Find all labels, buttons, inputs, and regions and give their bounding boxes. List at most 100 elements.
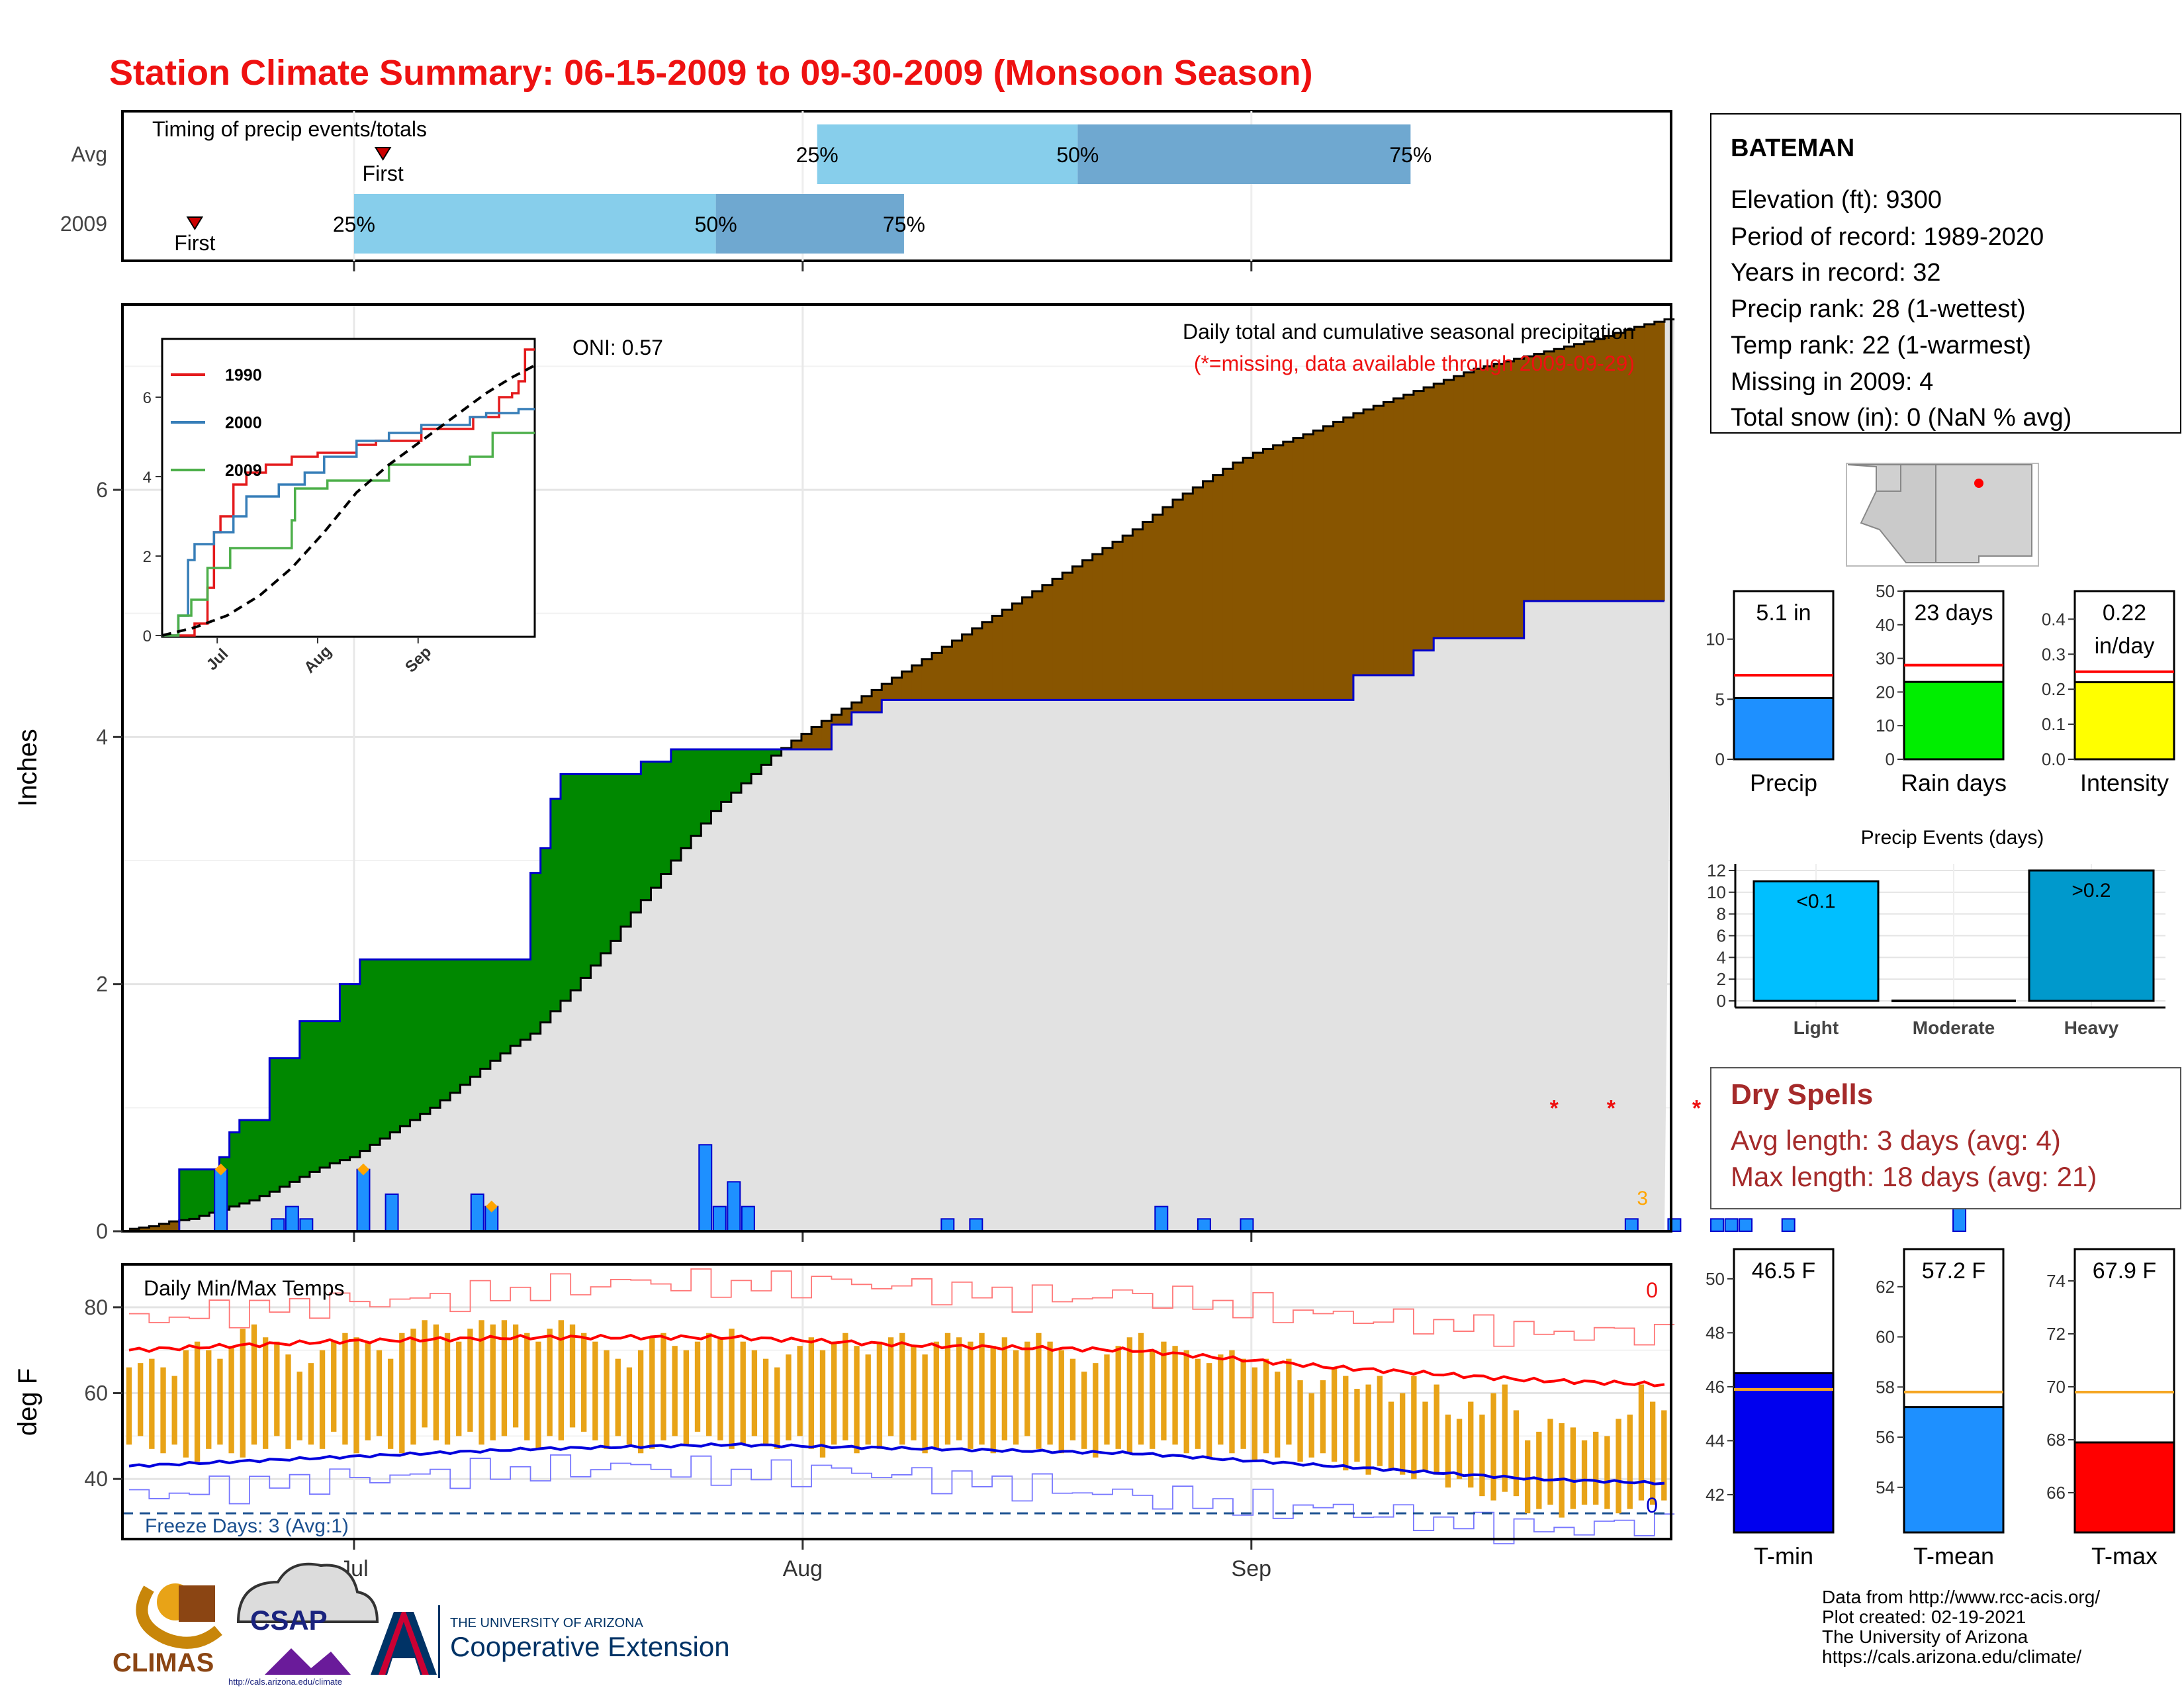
daily-temp-range-42 (604, 1350, 610, 1449)
tmean-gauge-tick-label-2: 58 (1876, 1377, 1895, 1397)
tmean-gauge-label: T-mean (1913, 1542, 1994, 1570)
deficit-band (1373, 406, 1385, 675)
daily-temp-range-134 (1649, 1401, 1656, 1505)
daily-temp-range-105 (1320, 1380, 1326, 1454)
month-axis-labels: Jul Aug Sep (340, 1556, 1271, 1581)
daily-temp-range-29 (456, 1341, 462, 1436)
events-label-moderate: Moderate (1913, 1017, 1995, 1038)
deficit-band (1453, 376, 1465, 638)
daily-temp-range-112 (1400, 1393, 1406, 1475)
events-label-light: Light (1794, 1017, 1839, 1038)
intensity-gauge-value-0: 0.22 (2103, 600, 2146, 626)
daily-temp-range-87 (1115, 1346, 1121, 1449)
daily-temp-range-21 (365, 1341, 371, 1440)
daily-temp-range-31 (478, 1320, 484, 1445)
daily-temp-range-56 (762, 1358, 769, 1445)
deficit-band (942, 647, 952, 700)
tmax-gauge-tick-label-4: 74 (2046, 1271, 2066, 1291)
deficit-band (1172, 499, 1183, 700)
surplus-band (670, 749, 682, 861)
daily-temp-range-1 (138, 1363, 144, 1436)
daily-temp-range-53 (729, 1329, 735, 1449)
deficit-band (1584, 342, 1595, 601)
chart-title: Station Climate Summary: 06-15-2009 to 0… (109, 53, 1313, 93)
timing-row-avg-label: Avg (71, 142, 107, 166)
deficit-band (1594, 339, 1605, 601)
deficit-band (1002, 610, 1013, 700)
month-label-2: Sep (1232, 1556, 1272, 1581)
temp-panel: 40 60 80 deg F Daily Min/Max Temps Freeze … (13, 1263, 1675, 1581)
surplus-band (741, 749, 752, 784)
daily-temp-range-65 (865, 1354, 871, 1445)
precip-gauge-label: Precip (1750, 769, 1817, 796)
surplus-band (369, 959, 381, 1145)
daily-temp-range-3 (160, 1367, 166, 1454)
avg-cumulative-line (129, 318, 1675, 1230)
daily-temp-range-70 (922, 1354, 928, 1454)
surplus-band (701, 749, 712, 823)
rain-days-gauge: 0 10 20 30 40 50 23 days Rain days (1876, 581, 2007, 796)
daily-precip-bar-14 (1154, 1205, 1169, 1232)
daily-temp-range-125 (1547, 1419, 1553, 1505)
deficit-band (1283, 442, 1294, 700)
csap-cloud (236, 1562, 379, 1623)
daily-precip-bar-20 (1724, 1218, 1739, 1233)
daily-temp-range-114 (1422, 1401, 1428, 1471)
surplus-band (680, 749, 692, 849)
deficit-band (1022, 597, 1033, 700)
avg-tmin-line (128, 1442, 1665, 1485)
deficit-band (1253, 453, 1264, 700)
daily-temp-range-133 (1638, 1384, 1645, 1501)
daily-temp-range-74 (968, 1341, 974, 1449)
daily-temp-range-6 (194, 1341, 201, 1462)
intensity-gauge-tick-label-0: 0.0 (2042, 749, 2066, 769)
daily-temp-range-120 (1490, 1393, 1496, 1501)
daily-temp-range-123 (1524, 1440, 1531, 1514)
dry-spells-frame (1710, 1067, 2181, 1209)
daily-temp-range-124 (1536, 1431, 1542, 1509)
deficit-band (1092, 554, 1103, 700)
rain-days-gauge-tick-label-1: 10 (1876, 716, 1895, 735)
events-tick-label-6: 12 (1707, 861, 1726, 880)
station-precip-rank: Precip rank: 28 (1-wettest) (1731, 295, 2026, 323)
deficit-band (1293, 438, 1304, 700)
inset-legend: 1990 2000 2009 (171, 366, 262, 480)
daily-temp-range-71 (933, 1341, 939, 1449)
daily-temp-range-79 (1024, 1341, 1030, 1436)
deficit-band (841, 708, 852, 725)
tmax-gauge-tick-label-0: 66 (2046, 1483, 2066, 1503)
daily-temp-range-72 (944, 1333, 951, 1445)
surplus-band (430, 959, 441, 1108)
precip-header: Daily total and cumulative seasonal prec… (1183, 320, 1635, 344)
csap-url: http://cals.arizona.edu/climate (228, 1677, 342, 1687)
daily-temp-range-130 (1604, 1436, 1610, 1509)
station-snow: Total snow (in): 0 (NaN % avg) (1731, 404, 2071, 432)
daily-temp-range-108 (1354, 1389, 1360, 1462)
timing-bar-25-50-1 (353, 194, 716, 254)
daily-precip-bar-6 (470, 1194, 484, 1232)
events-tick-label-0: 0 (1717, 991, 1726, 1011)
deficit-band (791, 740, 802, 749)
daily-temp-range-36 (535, 1341, 541, 1449)
daily-temp-range-14 (285, 1354, 291, 1449)
deficit-band (1303, 434, 1314, 700)
daily-precip-bar-10 (727, 1181, 741, 1233)
deficit-band (1313, 430, 1324, 700)
daily-temp-range-54 (740, 1341, 746, 1445)
daily-temp-range-41 (592, 1341, 598, 1440)
deficit-band (1353, 413, 1364, 675)
daily-temp-range-73 (956, 1337, 962, 1440)
record-day-marker-2 (485, 1200, 498, 1213)
surplus-band (610, 774, 621, 941)
tmin-gauge-bar (1733, 1372, 1835, 1534)
surplus-band (570, 774, 581, 990)
daily-temp-range-100 (1263, 1358, 1269, 1454)
climas-wordmark: CLIMAS (113, 1648, 214, 1677)
deficit-band (1232, 462, 1244, 700)
deficit-band (1604, 336, 1615, 601)
deficit-band (911, 665, 923, 700)
deficit-band (1152, 514, 1163, 700)
tmean-gauge-tick-label-3: 60 (1876, 1327, 1895, 1347)
daily-temp-range-104 (1308, 1393, 1314, 1458)
tmin-gauge-tick-label-0: 42 (1706, 1485, 1725, 1505)
